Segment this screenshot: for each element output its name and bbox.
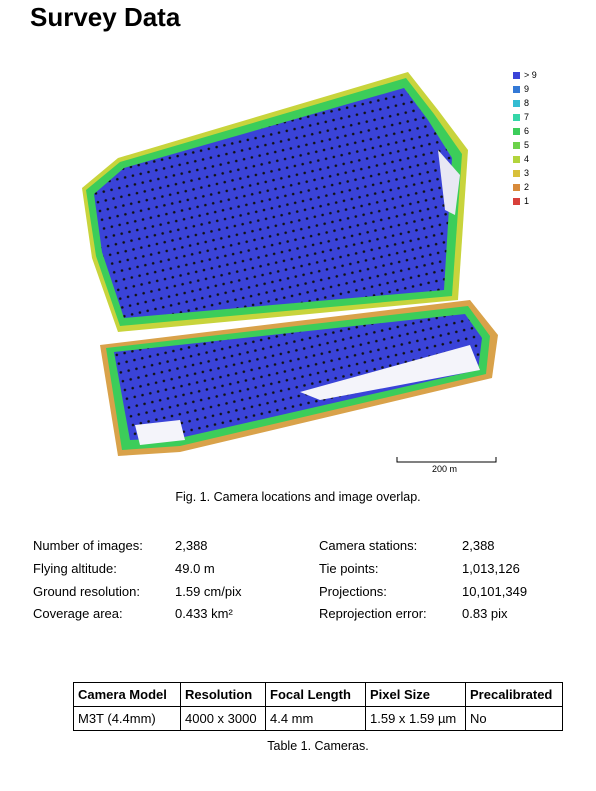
stat-value: 2,388 — [175, 538, 208, 553]
header-cell: Camera Model — [73, 682, 181, 707]
header-row: Camera Model Resolution Focal Length Pix… — [73, 682, 563, 707]
stat-value: 10,101,349 — [462, 584, 528, 599]
overlap-map — [82, 72, 498, 456]
header-cell: Precalibrated — [465, 682, 563, 707]
stat-label: Tie points: — [319, 561, 379, 576]
legend-item: 4 — [513, 154, 529, 164]
stat-label: Camera stations: — [319, 538, 418, 553]
scale-label: 200 m — [432, 464, 458, 474]
stat-value: 49.0 m — [175, 561, 215, 576]
figure-caption: Fig. 1. Camera locations and image overl… — [175, 490, 421, 504]
legend-label: 6 — [524, 126, 530, 136]
stat-value: 2,388 — [462, 538, 495, 553]
stat-label: Projections: — [319, 584, 387, 599]
legend-item: 8 — [513, 98, 529, 108]
legend-label: > 9 — [524, 70, 537, 80]
stat-label: Number of images: — [33, 538, 143, 553]
stat-value: 0.433 km² — [175, 606, 233, 621]
cameras-table: Camera Model Resolution Focal Length Pix… — [73, 682, 563, 731]
stat-label: Flying altitude: — [33, 561, 117, 576]
legend-item: 7 — [513, 112, 529, 122]
legend-label: 3 — [524, 168, 530, 178]
legend-label: 9 — [524, 84, 530, 94]
stat-label: Reprojection error: — [319, 606, 427, 621]
legend-label: 2 — [524, 182, 530, 192]
cell: 1.59 x 1.59 µm — [365, 706, 466, 731]
stat-value: 1,013,126 — [462, 561, 520, 576]
legend-item: 1 — [513, 196, 529, 206]
cell: 4000 x 3000 — [180, 706, 266, 731]
legend-item: > 9 — [513, 70, 537, 80]
cell: M3T (4.4mm) — [73, 706, 181, 731]
header-cell: Pixel Size — [365, 682, 466, 707]
header-cell: Focal Length — [265, 682, 366, 707]
table-row: M3T (4.4mm) 4000 x 3000 4.4 mm 1.59 x 1.… — [73, 706, 563, 731]
cell: No — [465, 706, 563, 731]
legend-label: 7 — [524, 112, 530, 122]
legend-label: 5 — [524, 140, 530, 150]
legend-item: 3 — [513, 168, 529, 178]
legend-item: 9 — [513, 84, 529, 94]
scale-bar — [396, 457, 497, 463]
legend-label: 4 — [524, 154, 530, 164]
stat-value: 0.83 pix — [462, 606, 508, 621]
legend-label: 1 — [524, 196, 530, 206]
stat-value: 1.59 cm/pix — [175, 584, 242, 599]
legend-item: 5 — [513, 140, 529, 150]
cell: 4.4 mm — [265, 706, 366, 731]
title: Survey Data — [30, 2, 181, 32]
legend-label: 8 — [524, 98, 530, 108]
table-caption: Table 1. Cameras. — [267, 739, 369, 753]
legend-item: 2 — [513, 182, 529, 192]
legend-item: 6 — [513, 126, 529, 136]
header-cell: Resolution — [180, 682, 266, 707]
stat-label: Coverage area: — [33, 606, 123, 621]
stat-label: Ground resolution: — [33, 584, 140, 599]
